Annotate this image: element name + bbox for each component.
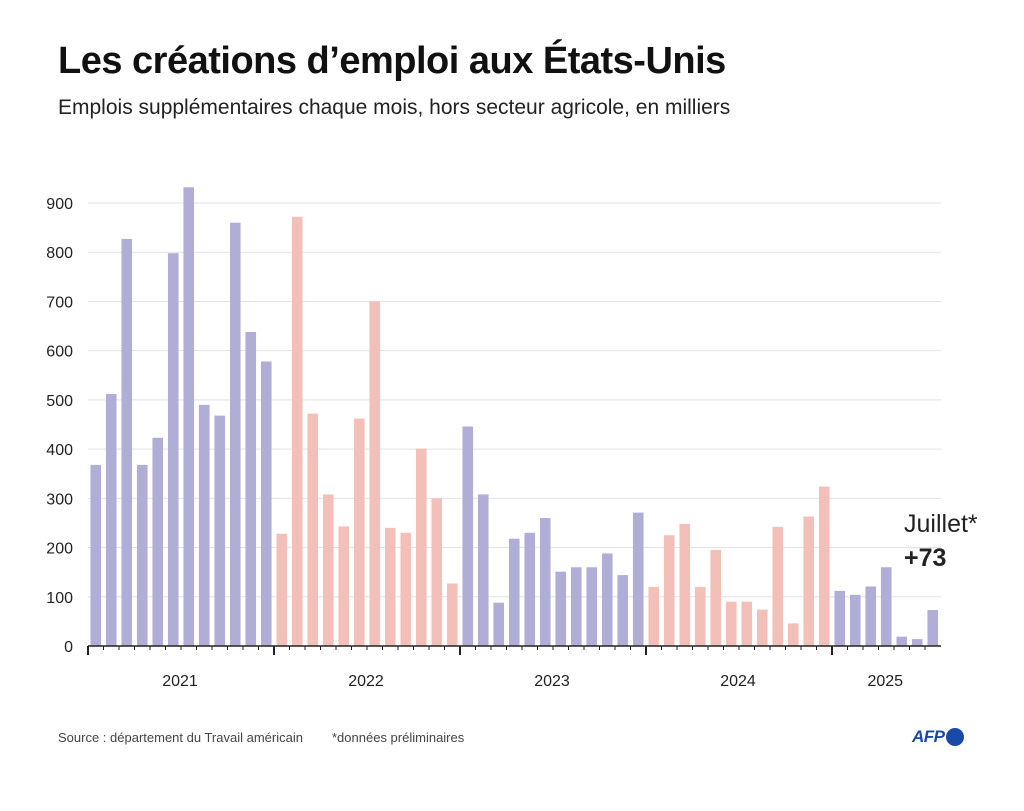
bar <box>183 187 195 646</box>
bar <box>570 567 582 646</box>
bar <box>539 518 551 646</box>
y-tick-label: 0 <box>64 639 73 656</box>
bar <box>787 623 799 646</box>
y-tick-label: 400 <box>46 442 73 459</box>
bar <box>710 550 722 646</box>
bar <box>291 216 303 646</box>
preliminary-note: *données préliminaires <box>332 730 465 745</box>
bar <box>880 567 892 646</box>
afp-logo-dot-icon <box>945 728 964 746</box>
afp-logo: AFP <box>912 727 964 747</box>
bar <box>834 590 846 646</box>
bar <box>648 586 660 646</box>
y-tick-label: 500 <box>46 393 73 410</box>
bar <box>462 426 474 646</box>
bar <box>772 526 784 646</box>
year-label: 2024 <box>720 673 756 690</box>
bar <box>756 609 768 646</box>
bar <box>818 486 830 646</box>
y-tick-label: 300 <box>46 491 73 508</box>
bar <box>322 494 334 646</box>
bar <box>849 594 861 646</box>
bar <box>152 437 164 646</box>
bar <box>911 639 923 646</box>
bar <box>927 610 939 646</box>
bar <box>477 494 489 646</box>
bar <box>803 516 815 646</box>
y-tick-label: 200 <box>46 541 73 558</box>
bar <box>586 567 598 646</box>
y-tick-label: 900 <box>46 196 73 213</box>
bar <box>431 498 443 646</box>
bar <box>167 253 179 646</box>
chart-title: Les créations d’emploi aux États-Unis <box>58 40 726 82</box>
bar <box>260 361 272 646</box>
bar <box>136 464 148 646</box>
bar <box>214 415 226 646</box>
bar <box>617 575 629 646</box>
bar <box>276 533 288 646</box>
bar <box>229 222 241 646</box>
bar <box>338 526 350 646</box>
bar <box>400 532 412 646</box>
bar <box>245 331 257 646</box>
bar <box>679 523 691 646</box>
afp-logo-text: AFP <box>912 727 945 746</box>
bar <box>446 583 458 646</box>
bar <box>307 413 319 646</box>
bar <box>694 586 706 646</box>
annotation-value: +73 <box>904 544 946 572</box>
year-label: 2025 <box>867 673 903 690</box>
bar <box>663 535 675 646</box>
bar <box>555 571 567 646</box>
bar <box>725 601 737 646</box>
year-label: 2023 <box>534 673 570 690</box>
bar <box>601 553 613 646</box>
bar <box>493 602 505 646</box>
source-note: Source : département du Travail américai… <box>58 730 303 745</box>
bar <box>865 586 877 646</box>
y-tick-label: 100 <box>46 590 73 607</box>
bar <box>896 636 908 646</box>
bar <box>105 393 117 646</box>
year-label: 2022 <box>348 673 384 690</box>
bar <box>632 512 644 646</box>
y-tick-label: 600 <box>46 344 73 361</box>
chart-subtitle: Emplois supplémentaires chaque mois, hor… <box>58 96 731 119</box>
bar <box>90 464 102 646</box>
bar <box>369 301 381 646</box>
y-tick-label: 800 <box>46 245 73 262</box>
annotation-label: Juillet* <box>904 510 978 538</box>
bar <box>415 448 427 646</box>
year-label: 2021 <box>162 673 198 690</box>
bar <box>384 527 396 646</box>
bar <box>198 404 210 646</box>
bar <box>741 601 753 646</box>
bar <box>121 238 133 646</box>
bar <box>353 418 365 646</box>
bar <box>508 538 520 646</box>
bar <box>524 532 536 646</box>
y-tick-label: 700 <box>46 294 73 311</box>
